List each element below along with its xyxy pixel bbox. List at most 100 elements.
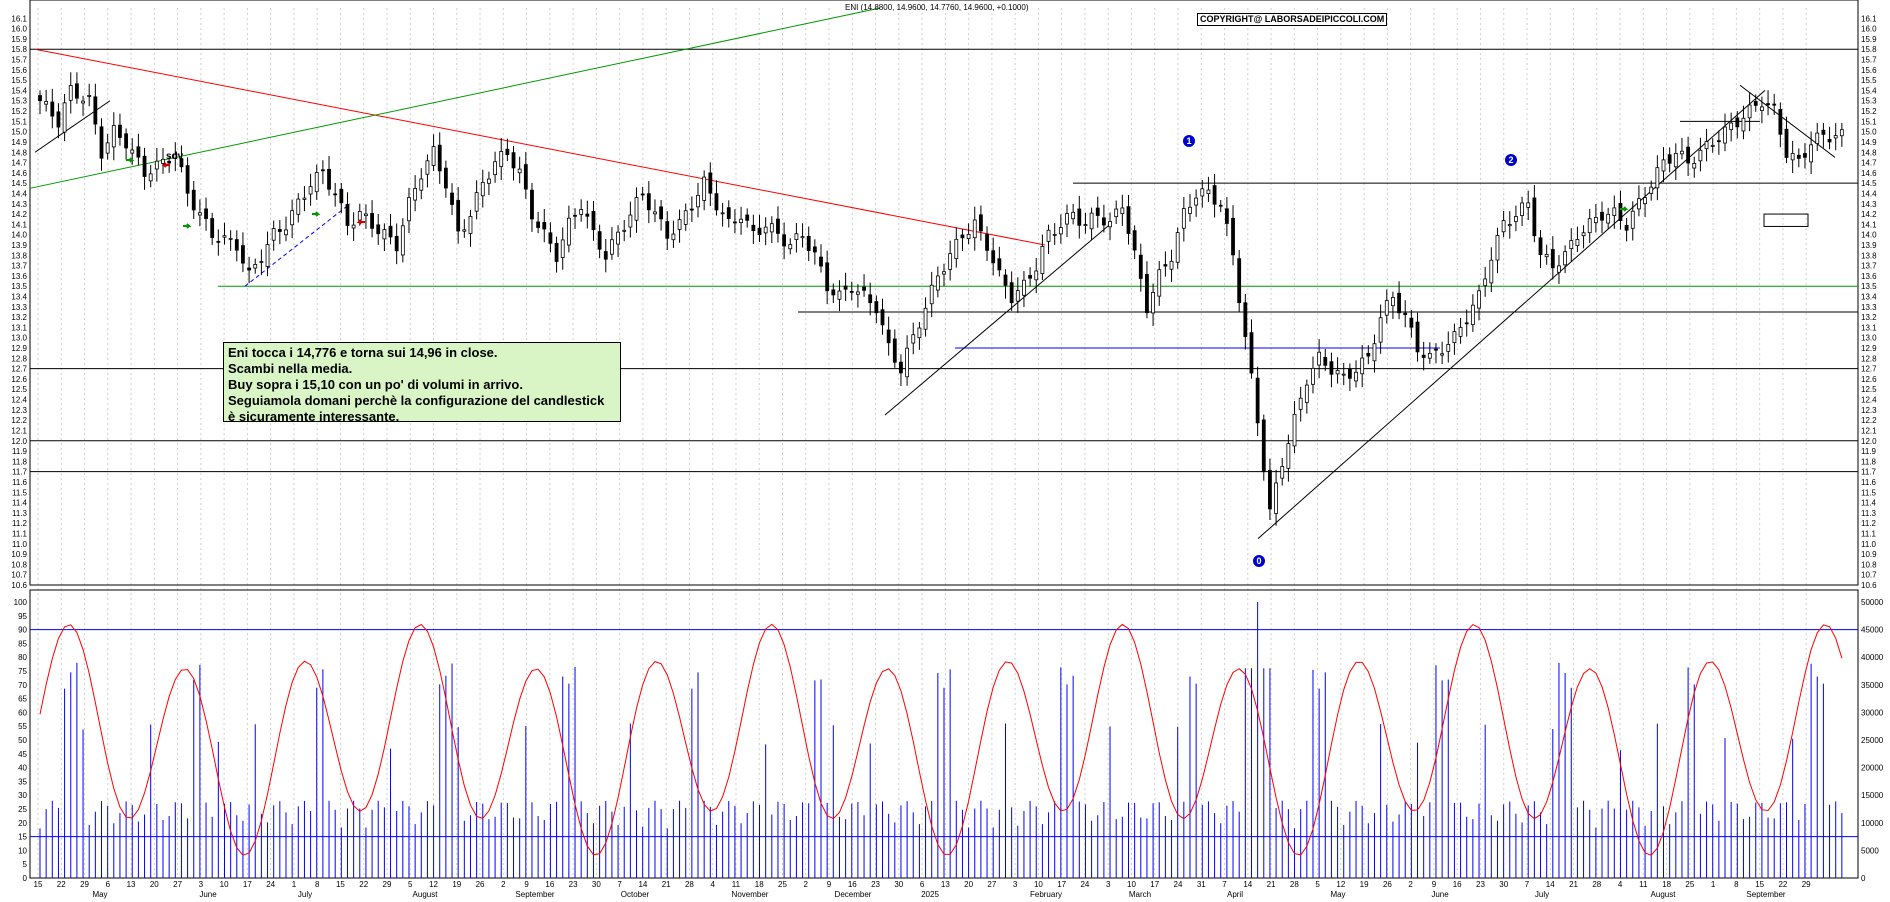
price-tick-right: 16.0 [1861, 25, 1877, 34]
candle-body [382, 229, 387, 240]
candle-body [136, 146, 141, 158]
candle-body [1360, 357, 1365, 375]
x-day-label: 14 [1546, 880, 1555, 889]
candle-body [806, 235, 811, 251]
candle-body [923, 307, 928, 330]
candle-body [1446, 344, 1451, 352]
candle-body [93, 96, 98, 125]
candle-body [1089, 212, 1094, 230]
candle-body [487, 178, 491, 184]
candle-body [1778, 109, 1783, 135]
x-day-label: 14 [638, 880, 647, 889]
oscillator-tick: 25 [18, 805, 27, 814]
oscillator-tick: 10 [18, 846, 27, 855]
candle-body [1409, 317, 1414, 328]
candle-body [954, 238, 959, 259]
oscillator-tick: 75 [18, 667, 27, 676]
oscillator-tick: 35 [18, 777, 27, 786]
candle-body [1028, 275, 1032, 279]
oscillator-tick: 70 [18, 681, 27, 690]
candle-body [1833, 135, 1838, 139]
candle-body [899, 361, 903, 374]
candle-body [597, 231, 602, 250]
candle-body [1101, 217, 1106, 226]
candle-body [105, 142, 110, 154]
x-day-label: 9 [524, 880, 529, 889]
price-tick-left: 10.9 [11, 550, 27, 559]
candle-body [493, 161, 497, 176]
price-tick-right: 11.9 [1861, 447, 1877, 456]
candle-body [1796, 154, 1801, 159]
candle-body [1311, 367, 1315, 385]
price-tick-right: 14.1 [1861, 220, 1877, 229]
x-day-label: 26 [476, 880, 485, 889]
price-tick-right: 14.2 [1861, 210, 1877, 219]
candle-body [1261, 419, 1266, 473]
candle-body [1224, 208, 1229, 224]
price-tick-left: 12.9 [11, 344, 27, 353]
candle-body [1034, 270, 1039, 281]
candle-body [284, 229, 288, 236]
price-tick-left: 13.0 [11, 334, 27, 343]
x-day-label: 28 [1592, 880, 1601, 889]
price-tick-right: 13.6 [1861, 272, 1877, 281]
candle-body [1698, 149, 1703, 162]
volume-tick: 45000 [1861, 626, 1884, 635]
x-day-label: 31 [1197, 880, 1206, 889]
x-day-label: 21 [1267, 880, 1276, 889]
blue-dashed-trendline [244, 203, 351, 287]
volume-tick: 5000 [1861, 846, 1879, 855]
candle-body [1249, 332, 1254, 374]
candle-body [333, 193, 338, 196]
candle-body [505, 148, 510, 156]
x-day-label: 21 [662, 880, 671, 889]
price-tick-right: 10.9 [1861, 550, 1877, 559]
candle-body [1114, 208, 1119, 218]
candle-body [997, 258, 1002, 271]
candle-body [1071, 211, 1076, 220]
oscillator-tick: 95 [18, 612, 27, 621]
candle-body [1077, 208, 1082, 226]
candle-body [1735, 117, 1740, 128]
candle-body [763, 226, 768, 234]
x-day-label: 29 [80, 880, 89, 889]
oscillator-tick: 20 [18, 819, 27, 828]
candle-body [1151, 292, 1155, 314]
candle-body [265, 244, 270, 267]
candle-body [1132, 230, 1137, 251]
price-tick-right: 12.6 [1861, 375, 1877, 384]
candle-body [579, 209, 584, 215]
price-tick-right: 11.8 [1861, 457, 1877, 466]
candle-body [154, 160, 159, 170]
x-day-label: 15 [34, 880, 43, 889]
candle-body [646, 193, 651, 211]
candle-body [837, 290, 842, 300]
candle-body [327, 168, 331, 190]
candle-body [776, 218, 780, 234]
x-month-label: August [413, 890, 439, 899]
oscillator-tick: 30 [18, 791, 27, 800]
candle-body [1784, 128, 1789, 158]
candle-body [1673, 153, 1678, 168]
price-tick-right: 13.0 [1861, 334, 1877, 343]
price-tick-right: 13.3 [1861, 303, 1877, 312]
candle-body [1372, 343, 1377, 362]
price-tick-right: 12.8 [1861, 354, 1877, 363]
candle-body [1108, 221, 1112, 228]
candle-body [1403, 312, 1408, 316]
price-tick-right: 12.0 [1861, 437, 1877, 446]
x-day-label: 23 [1476, 880, 1485, 889]
price-tick-right: 12.5 [1861, 385, 1877, 394]
candle-body [843, 285, 848, 290]
price-tick-right: 14.6 [1861, 169, 1877, 178]
x-day-label: 15 [336, 880, 345, 889]
price-tick-right: 12.4 [1861, 396, 1877, 405]
signal-arrow [126, 157, 135, 163]
candle-body [536, 221, 541, 228]
candle-body [308, 186, 313, 195]
candle-body [1415, 321, 1420, 353]
candle-body [591, 210, 596, 231]
volume-tick: 10000 [1861, 819, 1884, 828]
